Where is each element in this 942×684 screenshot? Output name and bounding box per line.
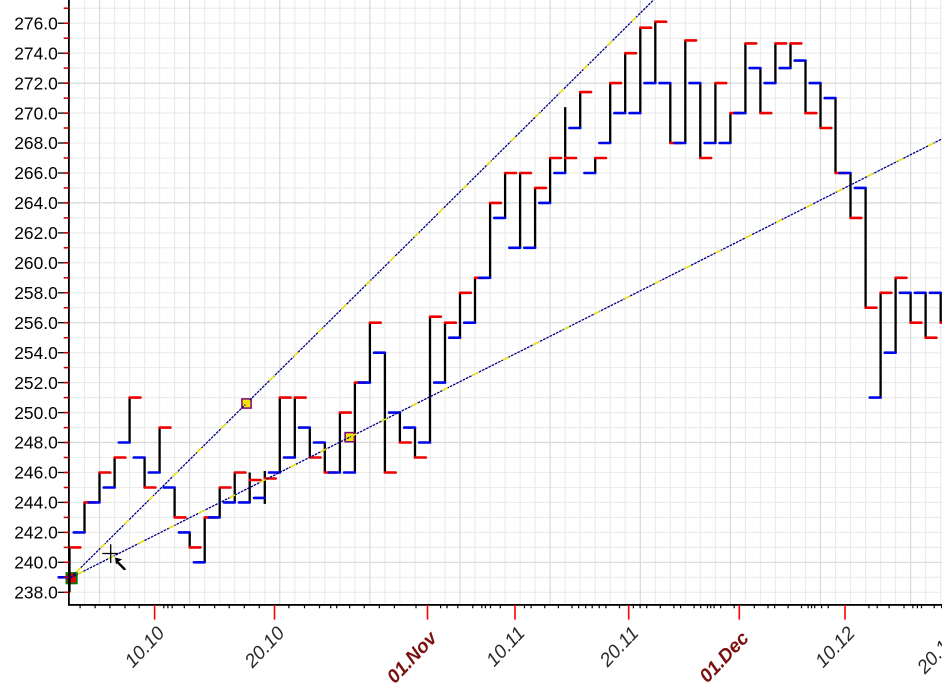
svg-text:244.0: 244.0: [14, 493, 58, 513]
svg-text:250.0: 250.0: [14, 403, 58, 423]
svg-text:248.0: 248.0: [14, 433, 58, 453]
svg-text:258.0: 258.0: [14, 283, 58, 303]
svg-text:254.0: 254.0: [14, 343, 58, 363]
svg-text:246.0: 246.0: [14, 463, 58, 483]
svg-text:268.0: 268.0: [14, 133, 58, 153]
svg-text:264.0: 264.0: [14, 193, 58, 213]
svg-text:274.0: 274.0: [14, 43, 58, 63]
svg-text:238.0: 238.0: [14, 583, 58, 603]
svg-text:270.0: 270.0: [14, 103, 58, 123]
svg-text:262.0: 262.0: [14, 223, 58, 243]
svg-text:260.0: 260.0: [14, 253, 58, 273]
svg-text:256.0: 256.0: [14, 313, 58, 333]
svg-text:276.0: 276.0: [14, 13, 58, 33]
svg-text:252.0: 252.0: [14, 373, 58, 393]
svg-text:240.0: 240.0: [14, 553, 58, 573]
svg-text:266.0: 266.0: [14, 163, 58, 183]
svg-text:242.0: 242.0: [14, 523, 58, 543]
svg-text:272.0: 272.0: [14, 73, 58, 93]
